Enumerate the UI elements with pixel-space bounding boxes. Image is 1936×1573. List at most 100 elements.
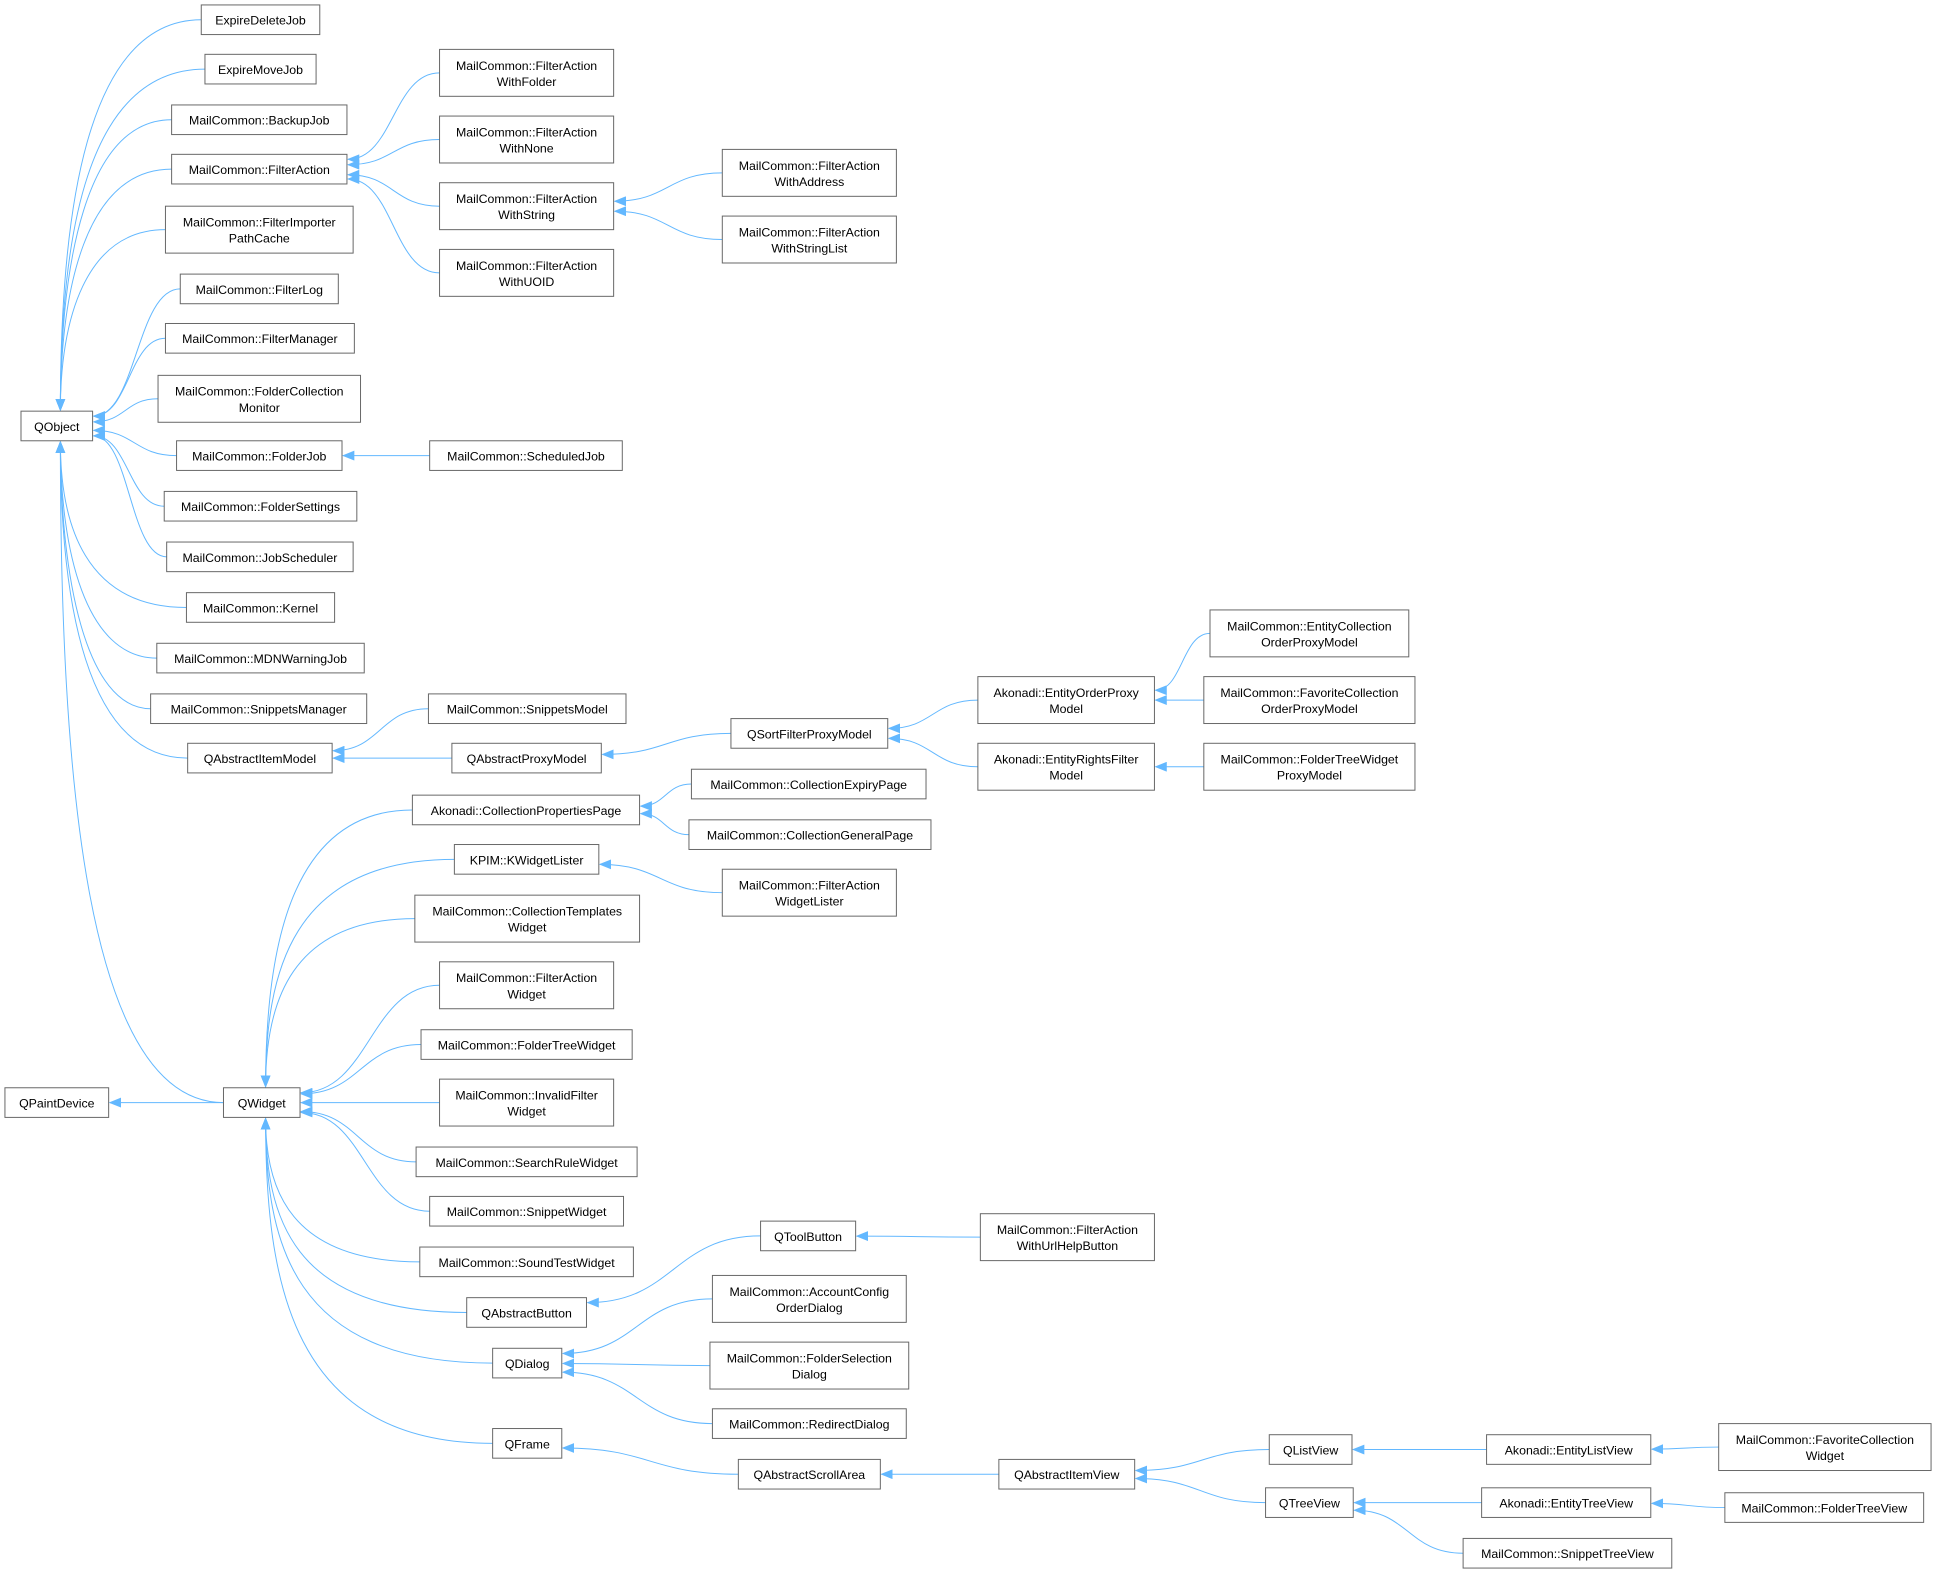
class-node[interactable]: KPIM::KWidgetLister bbox=[453, 844, 600, 875]
class-node[interactable]: MailCommon::SoundTestWidget bbox=[419, 1246, 634, 1278]
class-node[interactable]: MailCommon::ScheduledJob bbox=[429, 440, 623, 471]
class-name-label: MailCommon::FavoriteCollection bbox=[1736, 1433, 1914, 1447]
class-name-label: MailCommon::FilterImporter bbox=[183, 216, 336, 230]
class-node[interactable]: MailCommon::FilterActionWithUrlHelpButto… bbox=[979, 1213, 1155, 1262]
class-name-label: QFrame bbox=[505, 1437, 550, 1451]
class-node[interactable]: QObject bbox=[20, 410, 94, 442]
class-node[interactable]: MailCommon::SnippetTreeView bbox=[1462, 1537, 1673, 1569]
class-node[interactable]: MailCommon::RedirectDialog bbox=[711, 1408, 907, 1439]
class-node-box bbox=[439, 48, 615, 97]
class-node[interactable]: MailCommon::FilterAction bbox=[171, 153, 348, 185]
class-name-label: MailCommon::MDNWarningJob bbox=[174, 652, 347, 666]
class-node[interactable]: MailCommon::CollectionExpiryPage bbox=[690, 768, 927, 800]
class-node[interactable]: QAbstractScrollArea bbox=[737, 1458, 881, 1490]
class-node[interactable]: MailCommon::CollectionGeneralPage bbox=[688, 819, 932, 850]
class-node-box bbox=[204, 53, 317, 85]
inheritance-edge bbox=[260, 858, 455, 1088]
inheritance-edge bbox=[613, 172, 723, 207]
class-node[interactable]: MailCommon::SearchRuleWidget bbox=[415, 1146, 638, 1178]
inheritance-edge bbox=[1353, 1505, 1464, 1554]
class-node[interactable]: QPaintDevice bbox=[4, 1087, 110, 1118]
class-name-label: Akonadi::EntityListView bbox=[1505, 1443, 1633, 1457]
class-node-box bbox=[222, 1087, 301, 1118]
class-name-label: ProxyModel bbox=[1277, 769, 1342, 783]
class-node[interactable]: MailCommon::SnippetWidget bbox=[429, 1195, 625, 1227]
class-node[interactable]: QAbstractButton bbox=[466, 1297, 587, 1328]
class-node[interactable]: QAbstractProxyModel bbox=[451, 742, 602, 774]
class-name-label: MailCommon::SnippetTreeView bbox=[1481, 1547, 1654, 1561]
class-node[interactable]: QSortFilterProxyModel bbox=[730, 718, 889, 749]
class-node[interactable]: QDialog bbox=[492, 1347, 563, 1379]
inheritance-edge bbox=[55, 19, 202, 412]
class-node[interactable]: MailCommon::FolderTreeWidget bbox=[420, 1029, 633, 1060]
class-node[interactable]: QAbstractItemView bbox=[998, 1458, 1136, 1490]
class-node[interactable]: MailCommon::FilterLog bbox=[179, 273, 339, 305]
inheritance-edge bbox=[1154, 632, 1211, 696]
class-node[interactable]: MailCommon::FilterManager bbox=[164, 322, 355, 354]
class-node[interactable]: QTreeView bbox=[1265, 1487, 1354, 1518]
class-name-label: MailCommon::CollectionTemplates bbox=[432, 905, 622, 919]
class-name-label: QAbstractProxyModel bbox=[467, 752, 587, 766]
class-node-box bbox=[1265, 1487, 1354, 1518]
class-name-label: MailCommon::FilterAction bbox=[456, 259, 597, 273]
class-node[interactable]: MailCommon::FavoriteCollectionOrderProxy… bbox=[1203, 676, 1416, 725]
class-node[interactable]: QListView bbox=[1268, 1434, 1353, 1465]
inheritance-edge bbox=[260, 1117, 493, 1444]
class-name-label: QListView bbox=[1283, 1443, 1338, 1457]
class-node[interactable]: MailCommon::BackupJob bbox=[171, 104, 348, 136]
class-node-box bbox=[20, 410, 94, 442]
class-node[interactable]: Akonadi::EntityListView bbox=[1486, 1434, 1652, 1465]
class-name-label: Widget bbox=[507, 987, 546, 1001]
class-node[interactable]: Akonadi::CollectionPropertiesPage bbox=[411, 794, 641, 826]
class-node-box bbox=[414, 894, 641, 943]
class-node[interactable]: MailCommon::JobScheduler bbox=[166, 541, 354, 573]
class-node-box bbox=[1268, 1434, 1353, 1465]
class-node[interactable]: MailCommon::FolderSettings bbox=[163, 490, 358, 522]
class-name-label: QSortFilterProxyModel bbox=[747, 727, 872, 741]
class-name-label: MailCommon::CollectionExpiryPage bbox=[710, 778, 907, 792]
class-node[interactable]: MailCommon::EntityCollectionOrderProxyMo… bbox=[1209, 609, 1410, 658]
class-name-label: WithUrlHelpButton bbox=[1017, 1239, 1119, 1253]
class-node[interactable]: QFrame bbox=[492, 1428, 563, 1459]
inheritance-edge bbox=[260, 1117, 493, 1364]
class-node[interactable]: Akonadi::EntityTreeView bbox=[1481, 1487, 1652, 1518]
class-node[interactable]: QWidget bbox=[222, 1087, 301, 1118]
class-node-box bbox=[690, 768, 927, 800]
class-node[interactable]: QAbstractItemModel bbox=[187, 742, 333, 774]
class-node-box bbox=[737, 1458, 881, 1490]
class-name-label: MailCommon::FilterAction bbox=[189, 163, 330, 177]
class-node[interactable]: ExpireDeleteJob bbox=[200, 4, 321, 36]
class-name-label: WithString bbox=[498, 208, 555, 222]
class-node[interactable]: MailCommon::FolderJob bbox=[176, 440, 343, 471]
class-node-box bbox=[1203, 742, 1416, 791]
class-node[interactable]: QToolButton bbox=[760, 1220, 857, 1252]
class-node-box bbox=[451, 742, 602, 774]
class-node[interactable]: MailCommon::MDNWarningJob bbox=[156, 642, 365, 674]
class-name-label: OrderProxyModel bbox=[1261, 702, 1358, 716]
inheritance-edge bbox=[1650, 1498, 1725, 1509]
class-node[interactable]: MailCommon::SnippetsModel bbox=[427, 693, 627, 725]
class-node[interactable]: ExpireMoveJob bbox=[204, 53, 317, 85]
class-node[interactable]: MailCommon::Kernel bbox=[185, 592, 336, 623]
class-node[interactable]: MailCommon::SnippetsManager bbox=[150, 693, 368, 725]
class-node[interactable]: MailCommon::FolderTreeView bbox=[1724, 1492, 1925, 1523]
class-name-label: MailCommon::FilterAction bbox=[997, 1223, 1138, 1237]
